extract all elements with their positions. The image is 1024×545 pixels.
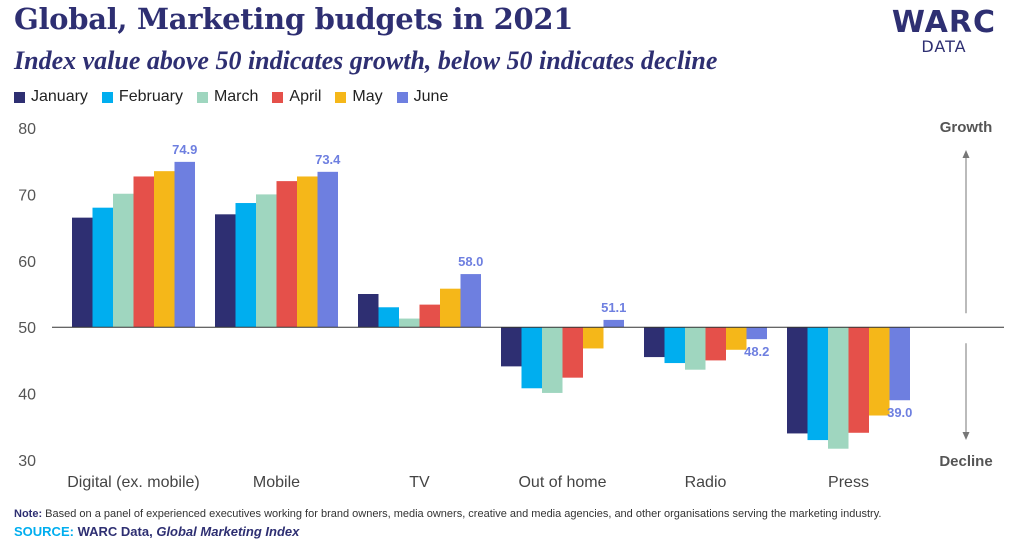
bar <box>399 318 420 328</box>
legend-label: April <box>289 88 322 105</box>
source-label: SOURCE: <box>14 524 74 539</box>
x-tick-label: Digital (ex. mobile) <box>67 474 199 491</box>
bar <box>889 327 910 401</box>
data-label: 48.2 <box>744 344 769 359</box>
bar <box>154 171 175 328</box>
y-tick-label: 60 <box>18 254 36 271</box>
legend-item-june: June <box>396 88 449 106</box>
legend-label: January <box>31 88 88 105</box>
bar <box>746 327 767 340</box>
bar <box>378 307 399 328</box>
bar <box>419 304 440 328</box>
data-label: 74.9 <box>172 142 197 157</box>
bar <box>664 327 685 364</box>
legend-swatch <box>272 91 284 103</box>
legend-label: June <box>413 88 449 105</box>
decline-label: Decline <box>939 453 992 470</box>
bar <box>848 327 869 433</box>
x-tick-label: Radio <box>685 474 727 491</box>
bar <box>685 327 706 370</box>
legend-swatch <box>14 91 25 103</box>
bar <box>174 161 195 328</box>
bar <box>92 207 113 328</box>
legend-label: February <box>118 88 183 105</box>
growth-label: Growth <box>940 119 993 136</box>
bar <box>440 288 461 328</box>
bar <box>603 319 624 328</box>
source-org: WARC Data, <box>77 524 153 539</box>
x-tick-label: TV <box>409 474 430 491</box>
x-tick-label: Mobile <box>253 474 300 491</box>
legend-swatch <box>335 91 347 103</box>
bar <box>807 327 828 441</box>
data-label: 73.4 <box>315 152 341 167</box>
legend-label: May <box>352 88 383 105</box>
source-title: Global Marketing Index <box>156 524 300 539</box>
bar <box>460 274 481 328</box>
logo-sub-text: DATA <box>921 37 967 56</box>
legend-swatch <box>396 91 408 103</box>
bar <box>521 327 542 389</box>
bar <box>235 203 256 328</box>
bar <box>869 327 890 416</box>
legend-item-april: April <box>272 88 321 106</box>
bar <box>501 327 522 367</box>
bar <box>297 176 318 328</box>
bar <box>72 217 93 328</box>
data-label: 51.1 <box>601 300 626 315</box>
bar <box>787 327 808 434</box>
x-tick-label: Press <box>828 474 869 491</box>
chart-title: Global, Marketing budgets in 2021 <box>14 2 574 36</box>
legend-label: March <box>213 88 259 105</box>
bar-chart: 30 40 50 60 70 80 74.9 Digital (ex. mobile) 73.4… <box>18 119 1004 491</box>
data-label: 58.0 <box>458 254 483 269</box>
bar <box>562 327 583 378</box>
legend-swatch <box>196 91 208 103</box>
bar <box>644 327 665 358</box>
legend-item-january: January <box>14 88 88 106</box>
note-label: Note: <box>14 508 43 520</box>
bar <box>215 214 236 328</box>
y-tick-label: 80 <box>18 121 36 138</box>
bar <box>828 327 849 449</box>
legend-item-march: March <box>196 88 259 106</box>
legend: January February March April May June <box>14 88 448 106</box>
data-label: 39.0 <box>887 405 912 420</box>
y-tick-label: 70 <box>18 187 36 204</box>
bar <box>705 327 726 361</box>
bar <box>113 193 134 328</box>
x-tick-label: Out of home <box>518 474 606 491</box>
bar <box>542 327 563 393</box>
bar <box>317 171 338 328</box>
legend-item-february: February <box>101 88 183 106</box>
bar <box>256 194 277 328</box>
y-tick-label: 40 <box>18 387 36 404</box>
decline-arrow-head <box>962 432 970 440</box>
bar <box>726 327 747 350</box>
note-text: Based on a panel of experienced executiv… <box>45 508 882 520</box>
bar <box>583 327 604 349</box>
y-tick-label: 50 <box>18 320 36 337</box>
legend-item-may: May <box>335 88 383 106</box>
bar <box>358 294 379 328</box>
logo-main-text: WARC <box>891 5 996 40</box>
legend-swatch <box>101 91 113 103</box>
chart-subtitle: Index value above 50 indicates growth, b… <box>14 46 718 75</box>
source-line: SOURCE: WARC Data, Global Marketing Inde… <box>14 524 299 539</box>
y-tick-label: 30 <box>18 453 36 470</box>
bar <box>276 181 297 328</box>
warc-logo: WARC DATA <box>892 8 996 56</box>
growth-arrow-head <box>962 150 970 158</box>
footnote: Note: Based on a panel of experienced ex… <box>14 508 881 520</box>
bar <box>133 176 154 328</box>
